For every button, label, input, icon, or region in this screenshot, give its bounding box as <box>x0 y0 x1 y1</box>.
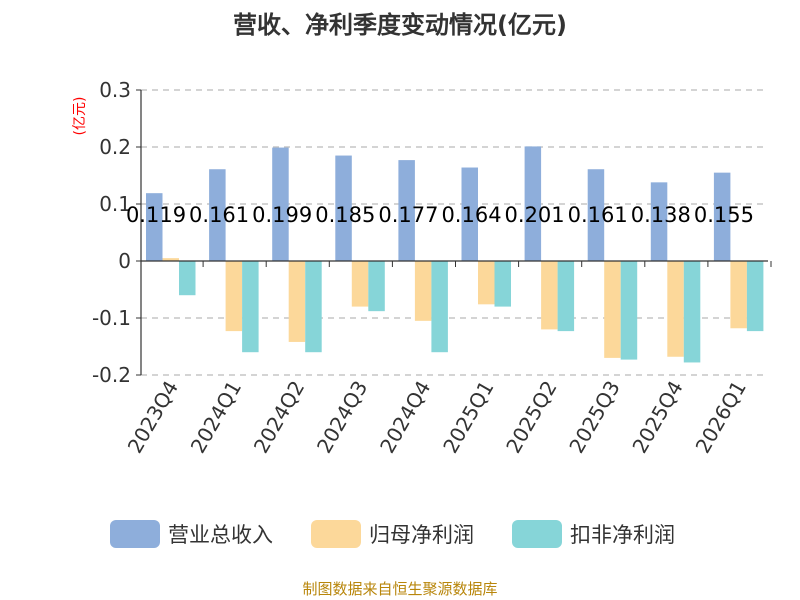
bar-2025Q4-2 <box>667 261 684 357</box>
legend-swatch <box>110 520 160 548</box>
legend-swatch <box>311 520 361 548</box>
bar-2023Q4-2 <box>162 258 179 261</box>
bar-2024Q2-2 <box>288 261 306 342</box>
bar-2024Q4-1 <box>398 160 415 261</box>
bar-2023Q4-1 <box>146 193 163 261</box>
bar-2024Q2-1 <box>272 147 289 261</box>
bar-2024Q3-1 <box>335 155 352 261</box>
data-label: 0.155 <box>694 203 754 227</box>
x-tick-label: 2025Q1 <box>438 377 498 458</box>
y-tick-label: 0.2 <box>99 135 131 159</box>
legend-label: 归母净利润 <box>369 523 474 547</box>
legend-swatch <box>512 520 562 548</box>
bar-2026Q1-1 <box>713 172 731 261</box>
y-tick-label: 0 <box>118 249 131 273</box>
bar-2026Q1-3 <box>746 261 764 332</box>
x-tick-label: 2026Q1 <box>691 377 751 458</box>
bar-2024Q1-3 <box>242 261 259 353</box>
data-label: 0.119 <box>126 203 186 227</box>
data-labels: 0.119 0.161 0.199 0.185 0.177 0.164 0.201 0.161… <box>126 203 754 227</box>
legend-label: 扣非净利润 <box>570 523 675 547</box>
bar-2025Q3-3 <box>620 261 638 360</box>
bars <box>146 146 764 363</box>
bar-2024Q3-3 <box>368 261 385 312</box>
bar-2025Q2-1 <box>524 146 542 261</box>
bar-2024Q2-3 <box>305 261 322 353</box>
x-tick-label: 2025Q3 <box>564 377 624 458</box>
bar-2023Q4-3 <box>179 261 196 296</box>
chart-title: 营收、净利季度变动情况(亿元) <box>233 11 567 39</box>
bar-2024Q4-2 <box>414 261 432 321</box>
x-tick-label: 2024Q4 <box>375 377 435 458</box>
data-label: 0.138 <box>631 203 691 227</box>
bar-2025Q1-1 <box>461 167 478 261</box>
y-tick-label: -0.1 <box>92 306 131 330</box>
bar-2024Q3-2 <box>351 261 369 307</box>
source-note: 制图数据来自恒生聚源数据库 <box>302 580 497 598</box>
y-tick-label: 0.1 <box>99 192 131 216</box>
x-tick-label: 2024Q1 <box>186 377 246 458</box>
bar-2026Q1-2 <box>730 261 747 329</box>
x-tick-label: 2025Q4 <box>627 377 687 458</box>
legend-label: 营业总收入 <box>168 523 273 547</box>
bar-2025Q3-2 <box>604 261 621 358</box>
y-tick-label: 0.3 <box>99 78 131 102</box>
y-unit-label: (亿元) <box>72 97 88 136</box>
data-label: 0.161 <box>568 203 628 227</box>
bar-2024Q1-2 <box>225 261 243 332</box>
data-label: 0.185 <box>315 203 375 227</box>
data-label: 0.201 <box>505 203 565 227</box>
y-tick-label: -0.2 <box>92 363 131 387</box>
data-label: 0.177 <box>378 203 438 227</box>
data-label: 0.164 <box>441 203 501 227</box>
bar-2025Q1-2 <box>478 261 495 305</box>
bar-2025Q1-3 <box>494 261 511 307</box>
bar-2025Q2-2 <box>541 261 558 330</box>
data-label: 0.161 <box>189 203 249 227</box>
x-tick-label: 2024Q2 <box>249 377 309 458</box>
bar-2025Q4-3 <box>683 261 701 363</box>
bar-2024Q1-1 <box>209 169 226 261</box>
x-tick-label: 2023Q4 <box>123 377 183 458</box>
x-tick-label: 2024Q3 <box>312 377 372 458</box>
bar-2025Q4-1 <box>650 182 668 261</box>
bar-2025Q2-3 <box>557 261 575 332</box>
bar-2025Q3-1 <box>587 169 605 261</box>
bar-2024Q4-3 <box>431 261 448 353</box>
legend: 营业总收入 归母净利润 扣非净利润 <box>110 520 675 548</box>
data-label: 0.199 <box>252 203 312 227</box>
x-tick-label: 2025Q2 <box>501 377 561 458</box>
